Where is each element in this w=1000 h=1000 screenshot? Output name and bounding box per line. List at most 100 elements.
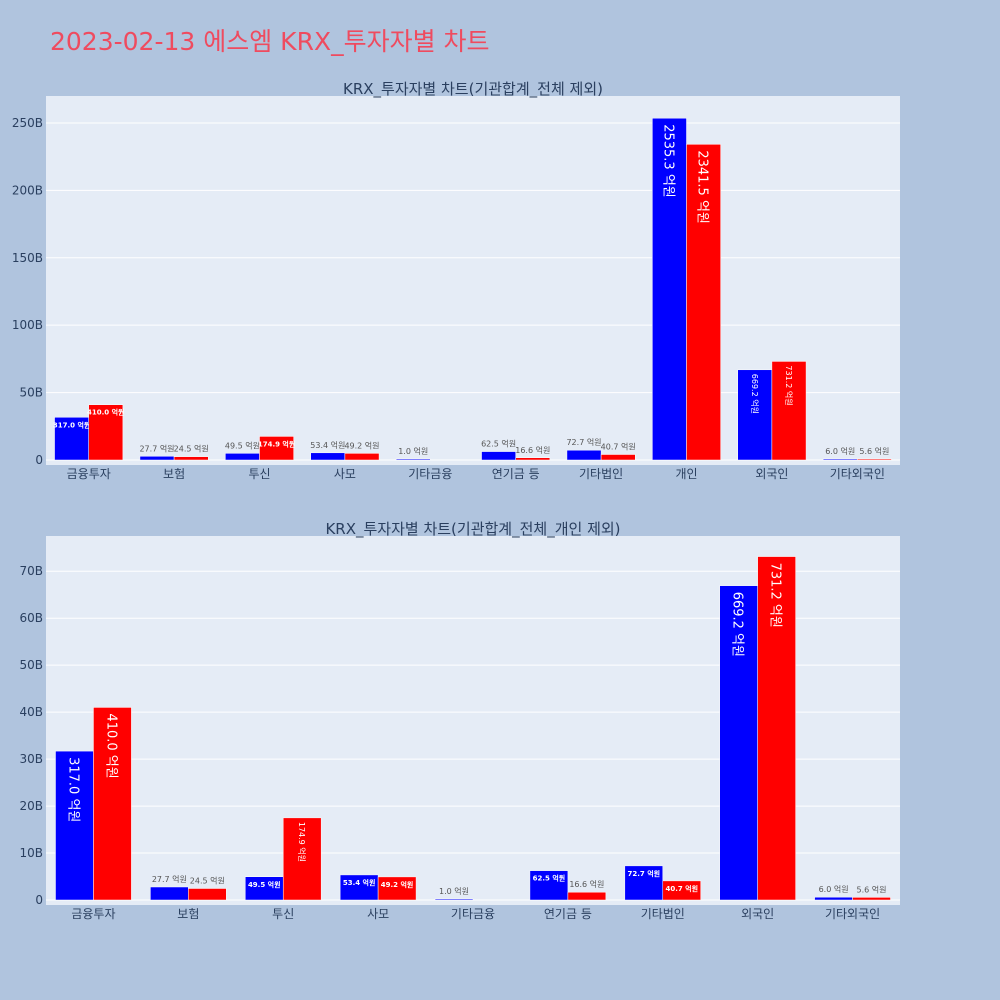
x-tick-label: 외국인 (755, 467, 788, 481)
data-label: 5.6 억원 (859, 446, 889, 456)
bar (662, 880, 701, 901)
bar (93, 707, 132, 901)
x-tick-label: 개인 (675, 467, 697, 481)
bar (814, 896, 853, 901)
data-label: 317.0 억원 (65, 757, 80, 822)
bar (624, 865, 664, 901)
bar (88, 404, 124, 461)
bar (771, 361, 807, 461)
x-tick-label: 외국인 (741, 907, 774, 921)
bar (225, 453, 260, 461)
y-tick-label: 200B (12, 183, 43, 197)
y-tick-label: 40B (19, 705, 43, 719)
data-label: 5.6 억원 (857, 884, 887, 894)
data-label: 669.2 억원 (750, 374, 760, 414)
bar (757, 556, 796, 901)
data-label: 410.0 억원 (103, 713, 118, 778)
y-tick-label: 30B (19, 752, 43, 766)
bar (515, 457, 551, 461)
bar (344, 453, 380, 461)
y-tick-label: 0 (35, 893, 43, 907)
bar (822, 458, 858, 461)
bar (310, 452, 346, 461)
bar (481, 451, 516, 461)
data-label: 6.0 억원 (825, 446, 855, 456)
data-label: 49.2 억원 (381, 880, 414, 889)
y-tick-label: 50B (19, 386, 43, 400)
data-label: 62.5 억원 (481, 439, 516, 449)
data-label: 27.7 억원 (152, 874, 187, 884)
data-label: 410.0 억원 (87, 408, 124, 417)
y-tick-label: 60B (19, 611, 43, 625)
data-label: 2341.5 억원 (695, 150, 710, 224)
x-tick-label: 기타외국인 (825, 907, 880, 921)
bar (857, 458, 892, 461)
bar (150, 886, 189, 901)
bar (686, 144, 721, 461)
chart-title: KRX_투자자별 차트(기관합계_전체_개인 제외) (325, 520, 620, 539)
data-label: 24.5 억원 (174, 444, 209, 454)
x-tick-label: 보험 (177, 907, 199, 921)
bar (55, 750, 94, 901)
bar (188, 888, 227, 901)
bar (566, 449, 602, 461)
y-tick-label: 250B (12, 116, 43, 130)
data-label: 669.2 억원 (730, 592, 745, 657)
chart-1: 0 50B 100B 150B 200B 250B KRX_투자자별 차트(기관합계_전체 … (12, 80, 900, 481)
x-tick-label: 금융투자 (71, 907, 115, 921)
x-tick-label: 기타법인 (641, 907, 685, 921)
data-label: 49.2 억원 (344, 440, 379, 450)
x-tick-label: 기타외국인 (830, 467, 885, 481)
data-label: 49.5 억원 (225, 440, 260, 450)
data-label: 62.5 억원 (533, 874, 566, 883)
data-label: 72.7 억원 (628, 869, 661, 878)
y-tick-label: 20B (19, 799, 43, 813)
x-tick-label: 보험 (163, 467, 185, 481)
bar (377, 876, 417, 901)
bar (282, 817, 322, 901)
x-tick-label: 사모 (334, 467, 356, 481)
data-label: 24.5 억원 (190, 875, 225, 885)
x-tick-label: 투신 (272, 907, 294, 921)
data-label: 40.7 억원 (665, 884, 698, 893)
bar (173, 456, 209, 461)
y-tick-label: 0 (35, 453, 43, 467)
y-tick-label: 150B (12, 251, 43, 265)
bar (567, 891, 607, 901)
data-label: 2535.3 억원 (660, 124, 675, 198)
data-label: 27.7 억원 (139, 443, 174, 453)
data-label: 72.7 억원 (566, 437, 601, 447)
bar (259, 436, 294, 461)
page-title: 2023-02-13 에스엠 KRX_투자자별 차트 (50, 27, 490, 56)
data-label: 6.0 억원 (819, 884, 849, 894)
bar (339, 874, 379, 901)
x-tick-label: 연기금 등 (492, 467, 540, 481)
data-label: 1.0 억원 (398, 446, 428, 456)
bar (139, 456, 175, 461)
data-label: 174.9 억원 (297, 822, 307, 862)
bar (434, 898, 474, 901)
data-label: 40.7 억원 (601, 442, 636, 452)
y-tick-label: 50B (19, 658, 43, 672)
chart-title: KRX_투자자별 차트(기관합계_전체 제외) (343, 80, 603, 99)
bar (600, 454, 636, 461)
data-label: 317.0 억원 (53, 420, 90, 429)
x-tick-label: 기타금융 (408, 467, 452, 481)
chart-2: 0 10B 20B 30B 40B 50B 60B 70B KRX_투자자별 차트(기관합계_전… (19, 520, 900, 921)
y-tick-label: 100B (12, 318, 43, 332)
x-tick-label: 투신 (248, 467, 270, 481)
bar (395, 458, 431, 461)
data-label: 16.6 억원 (569, 879, 604, 889)
x-tick-label: 기타법인 (579, 467, 623, 481)
y-tick-label: 10B (19, 846, 43, 860)
bar (529, 870, 569, 901)
x-tick-label: 사모 (367, 907, 389, 921)
x-tick-label: 금융투자 (67, 467, 111, 481)
data-label: 731.2 억원 (768, 563, 783, 628)
data-label: 49.5 억원 (248, 880, 281, 889)
data-label: 1.0 억원 (439, 886, 469, 896)
data-label: 174.9 억원 (258, 439, 295, 448)
y-tick-label: 70B (19, 564, 43, 578)
data-label: 16.6 억원 (515, 445, 550, 455)
data-label: 731.2 억원 (784, 365, 794, 405)
